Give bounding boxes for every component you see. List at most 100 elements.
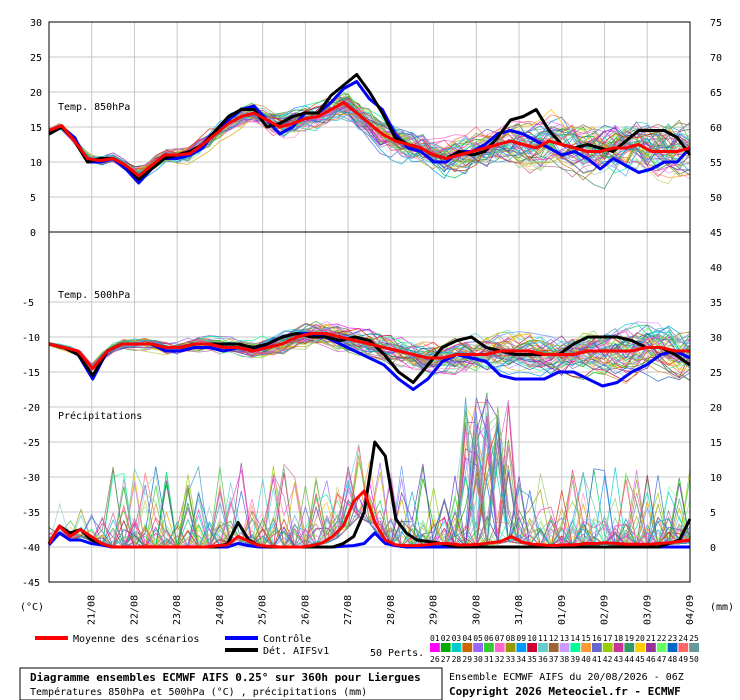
pert-swatch bbox=[570, 643, 581, 652]
x-date-label: 03/09 bbox=[642, 595, 653, 625]
main-series-lines bbox=[47, 73, 692, 549]
pert-number: 36 bbox=[538, 655, 548, 664]
right-tick-top: 50 bbox=[710, 193, 722, 204]
pert-swatch bbox=[678, 643, 689, 652]
pert-number: 05 bbox=[473, 634, 483, 643]
footer-run: Ensemble ECMWF AIFS du 20/08/2026 - 06Z bbox=[449, 672, 684, 683]
panel-label-t850: Temp. 850hPa bbox=[58, 102, 130, 113]
right-tick-top: 75 bbox=[710, 18, 722, 29]
right-tick-top: 55 bbox=[710, 158, 722, 169]
pert-number: 06 bbox=[484, 634, 494, 643]
pert-swatch bbox=[462, 643, 473, 652]
pert-swatch bbox=[451, 643, 462, 652]
pert-number: 34 bbox=[516, 655, 526, 664]
pert-number: 01 bbox=[430, 634, 440, 643]
right-tick-bottom: 40 bbox=[710, 263, 722, 274]
right-tick-bottom: 30 bbox=[710, 333, 722, 344]
perts-label: 50 Perts. bbox=[370, 648, 424, 659]
mean-line-t850 bbox=[48, 101, 691, 178]
perturbation-line-t850 bbox=[48, 104, 691, 172]
x-date-label: 27/08 bbox=[343, 595, 354, 625]
pert-number: 31 bbox=[484, 655, 494, 664]
left-tick-top: 15 bbox=[30, 123, 42, 134]
perturbation-line-t850 bbox=[48, 93, 691, 174]
pert-number: 49 bbox=[678, 655, 688, 664]
pert-swatch bbox=[635, 643, 645, 652]
pert-swatch bbox=[656, 643, 667, 652]
pert-swatch bbox=[505, 643, 516, 652]
left-unit-label: (°C) bbox=[20, 602, 44, 613]
pert-swatch bbox=[548, 643, 559, 652]
pert-number: 26 bbox=[430, 655, 440, 664]
pert-number: 09 bbox=[516, 634, 526, 643]
right-tick-bottom: 5 bbox=[710, 508, 716, 519]
panel-label-t500: Temp. 500hPa bbox=[58, 290, 130, 301]
pert-swatch bbox=[689, 643, 699, 652]
pert-swatch bbox=[613, 643, 624, 652]
x-date-label: 26/08 bbox=[300, 595, 311, 625]
perturbation-line-t850 bbox=[48, 93, 691, 173]
left-tick-top: 10 bbox=[30, 158, 42, 169]
pert-swatch bbox=[624, 643, 635, 652]
pert-swatch bbox=[430, 643, 440, 652]
pert-number: 47 bbox=[657, 655, 667, 664]
perturbation-line-t500 bbox=[48, 325, 691, 369]
perturbation-color-key: 01 26 02 27 03 28 04 29 05 30 06 31 07 32 08 33 09 34 10 35… bbox=[430, 634, 699, 664]
left-tick-bottom: -5 bbox=[22, 298, 34, 309]
footer-subtitle: Températures 850hPa et 500hPa (°C) , pré… bbox=[30, 686, 367, 698]
left-tick-bottom: -35 bbox=[22, 508, 40, 519]
legend-label-mean: Moyenne des scénarios bbox=[73, 633, 199, 645]
pert-swatch bbox=[538, 643, 548, 652]
right-tick-top: 60 bbox=[710, 123, 722, 134]
pert-number: 10 bbox=[527, 634, 537, 643]
pert-swatch bbox=[473, 643, 483, 652]
pert-number: 33 bbox=[506, 655, 516, 664]
pert-number: 14 bbox=[570, 634, 580, 643]
right-tick-bottom: 10 bbox=[710, 473, 722, 484]
pert-number: 18 bbox=[614, 634, 624, 643]
pert-number: 27 bbox=[441, 655, 451, 664]
pert-swatch bbox=[646, 643, 656, 652]
pert-number: 38 bbox=[560, 655, 570, 664]
pert-number: 16 bbox=[592, 634, 602, 643]
footer-title-box bbox=[19, 667, 443, 700]
pert-number: 32 bbox=[495, 655, 505, 664]
right-tick-top: 65 bbox=[710, 88, 722, 99]
perturbation-line-precip bbox=[48, 405, 691, 549]
left-tick-top: 0 bbox=[30, 228, 36, 239]
panel-label-precip: Précipitations bbox=[58, 410, 142, 422]
x-date-label: 22/08 bbox=[129, 595, 140, 625]
pert-number: 03 bbox=[452, 634, 462, 643]
x-date-label: 29/08 bbox=[429, 595, 440, 625]
pert-number: 11 bbox=[538, 634, 548, 643]
x-date-label: 28/08 bbox=[386, 595, 397, 625]
left-tick-bottom: -45 bbox=[22, 578, 40, 589]
pert-swatch bbox=[559, 643, 570, 652]
x-date-label: 23/08 bbox=[172, 595, 183, 625]
pert-swatch bbox=[484, 643, 494, 652]
pert-number: 30 bbox=[473, 655, 483, 664]
pert-swatch bbox=[667, 643, 678, 652]
left-tick-top: 5 bbox=[30, 193, 36, 204]
right-tick-bottom: 45 bbox=[710, 228, 722, 239]
pert-number: 24 bbox=[678, 634, 688, 643]
x-date-label: 30/08 bbox=[471, 595, 482, 625]
x-date-label: 24/08 bbox=[215, 595, 226, 625]
x-date-label: 31/08 bbox=[514, 595, 525, 625]
pert-number: 25 bbox=[689, 634, 699, 643]
pert-number: 04 bbox=[462, 634, 472, 643]
pert-number: 17 bbox=[603, 634, 613, 643]
pert-number: 48 bbox=[668, 655, 678, 664]
right-tick-top: 70 bbox=[710, 53, 722, 64]
right-tick-bottom: 0 bbox=[710, 543, 716, 554]
left-tick-bottom: -30 bbox=[22, 473, 40, 484]
pert-swatch bbox=[516, 643, 527, 652]
right-tick-bottom: 20 bbox=[710, 403, 722, 414]
pert-number: 41 bbox=[592, 655, 602, 664]
pert-number: 02 bbox=[441, 634, 451, 643]
pert-number: 50 bbox=[689, 655, 699, 664]
pert-number: 45 bbox=[635, 655, 645, 664]
pert-number: 21 bbox=[646, 634, 656, 643]
pert-number: 37 bbox=[549, 655, 559, 664]
